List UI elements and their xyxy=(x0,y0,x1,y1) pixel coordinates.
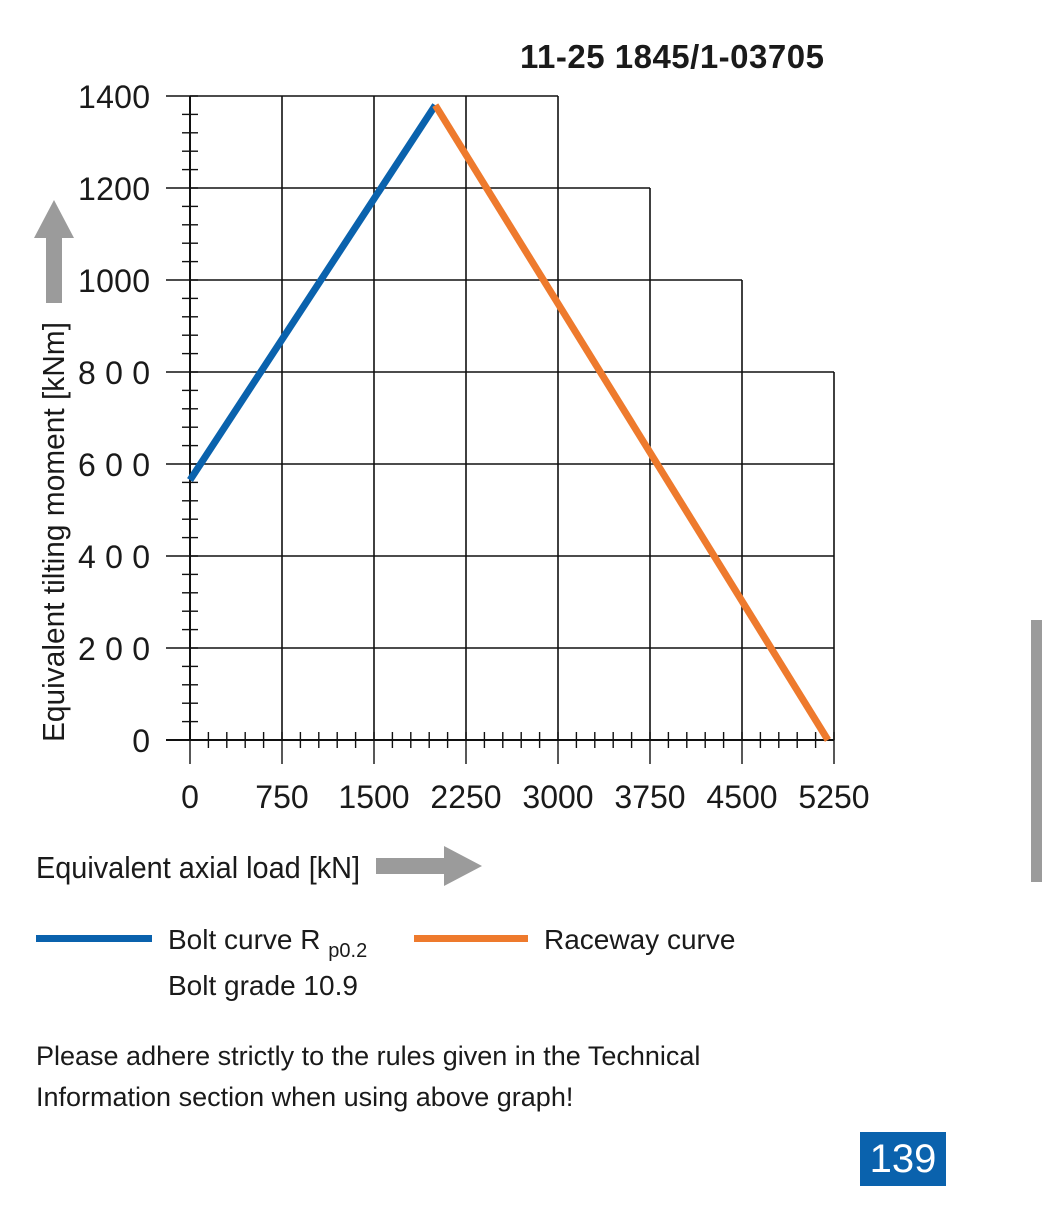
side-tab-marker xyxy=(1031,620,1042,882)
legend-raceway-line xyxy=(414,935,528,942)
y-tick-label: 1400 xyxy=(78,79,150,115)
x-axis-label: Equivalent axial load [kN] xyxy=(36,850,360,885)
x-tick-label: 1500 xyxy=(338,779,409,815)
x-tick-label: 3000 xyxy=(522,779,593,815)
y-tick-label: 1200 xyxy=(78,171,150,207)
legend-bolt-subscript: p0.2 xyxy=(328,940,368,962)
y-tick-label: 0 xyxy=(132,723,150,759)
chart: 0 200 400 600 800 1000 1200 1400 0 750 1500 2250 300… xyxy=(34,79,870,886)
y-tick-label: 1000 xyxy=(78,263,150,299)
usage-note: Please adhere strictly to the rules give… xyxy=(36,1041,701,1112)
legend-bolt-grade: Bolt grade 10.9 xyxy=(168,970,358,1001)
legend-raceway: Raceway curve xyxy=(544,924,736,955)
legend-bolt-line xyxy=(36,935,152,942)
series-line-bolt xyxy=(187,103,439,483)
legend-bolt-label: Bolt curve R xyxy=(168,924,321,955)
x-tick-label: 0 xyxy=(181,779,199,815)
y-axis-arrow-icon xyxy=(34,200,74,303)
x-tick-label: 4500 xyxy=(706,779,777,815)
y-tick-label: 200 xyxy=(78,631,150,667)
series-line-raceway xyxy=(432,103,831,742)
x-tick-label: 750 xyxy=(255,779,308,815)
y-tick-label: 400 xyxy=(78,539,150,575)
x-tick-label: 3750 xyxy=(614,779,685,815)
x-tick-label: 2250 xyxy=(430,779,501,815)
x-tick-label: 5250 xyxy=(798,779,869,815)
legend-bolt: Bolt curve R p0.2 xyxy=(168,922,368,962)
page-number-badge: 139 xyxy=(860,1132,946,1186)
y-tick-label: 600 xyxy=(78,447,150,483)
x-axis-arrow-icon xyxy=(376,846,482,886)
y-axis-label: Equivalent tilting moment [kNm] xyxy=(36,322,71,742)
chart-code-title: 11-25 1845/1-03705 xyxy=(520,38,825,75)
y-tick-label: 800 xyxy=(78,355,150,391)
